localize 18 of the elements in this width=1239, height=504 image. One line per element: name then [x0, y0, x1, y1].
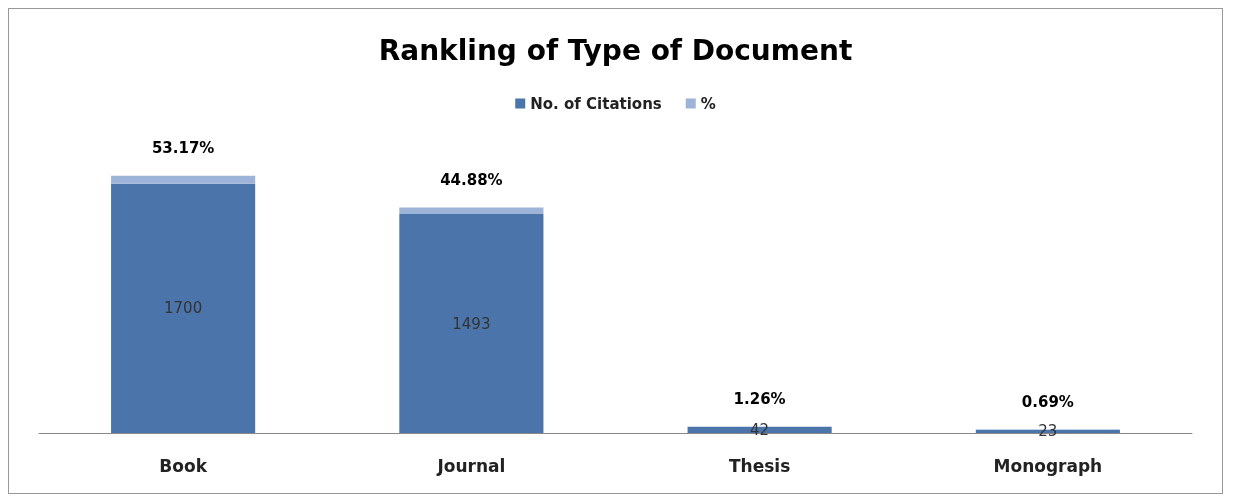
bar: [111, 183, 256, 433]
data-label: 23: [1038, 422, 1058, 441]
x-tick-label: Monograph: [993, 455, 1103, 476]
data-label: 44.88%: [440, 170, 503, 189]
data-label: 1.26%: [733, 390, 786, 409]
data-label: 0.69%: [1021, 393, 1074, 412]
legend-label: %: [700, 94, 716, 113]
data-label: 53.17%: [151, 139, 215, 158]
bar: [399, 207, 544, 215]
data-label: 1700: [164, 299, 203, 318]
bar: [399, 214, 544, 433]
x-tick-label: Thesis: [728, 455, 791, 476]
x-tick-label: Book: [159, 455, 208, 476]
x-tick-label: Journal: [436, 455, 506, 476]
data-label: 1493: [452, 314, 491, 333]
bar: [111, 175, 256, 184]
chart-title: Rankling of Type of Document: [378, 33, 853, 67]
legend-label: No. of Citations: [530, 94, 662, 113]
